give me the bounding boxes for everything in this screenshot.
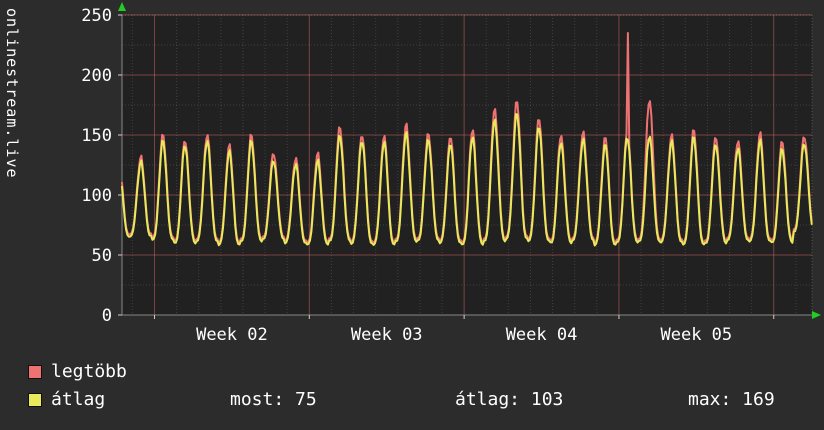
y-tick-label: 100	[81, 186, 112, 206]
plot-area: 0 50 100 150 200 250 Week 02 Week 03 Week 04 Week…	[81, 2, 821, 345]
legend-label-legtobb: legtöbb	[51, 361, 127, 382]
y-tick-label: 200	[81, 66, 112, 86]
legend-row-atlag: átlag	[28, 390, 105, 410]
x-axis-arrow-icon	[812, 311, 821, 319]
y-tick-label: 0	[102, 306, 112, 326]
y-axis-arrow-icon	[118, 2, 126, 11]
legend-swatch-legtobb	[28, 365, 42, 379]
legend-swatch-atlag	[28, 393, 42, 407]
x-tick-label: Week 04	[506, 325, 578, 345]
y-tick-label: 50	[92, 246, 112, 266]
stat-atlag: átlag: 103	[455, 389, 564, 410]
stat-most: most: 75	[230, 389, 317, 410]
x-tick-label: Week 02	[196, 325, 268, 345]
series-line-atlag	[121, 113, 813, 247]
legend-label-atlag: átlag	[51, 389, 106, 410]
x-tick-label: Week 05	[661, 325, 733, 345]
x-tick-label: Week 03	[351, 325, 423, 345]
stat-max: max: 169	[688, 389, 775, 410]
y-tick-label: 250	[81, 6, 112, 26]
legend-row-legtobb: legtöbb	[28, 362, 127, 382]
vertical-label: onlinestream.live	[3, 8, 21, 179]
y-tick-label: 150	[81, 126, 112, 146]
